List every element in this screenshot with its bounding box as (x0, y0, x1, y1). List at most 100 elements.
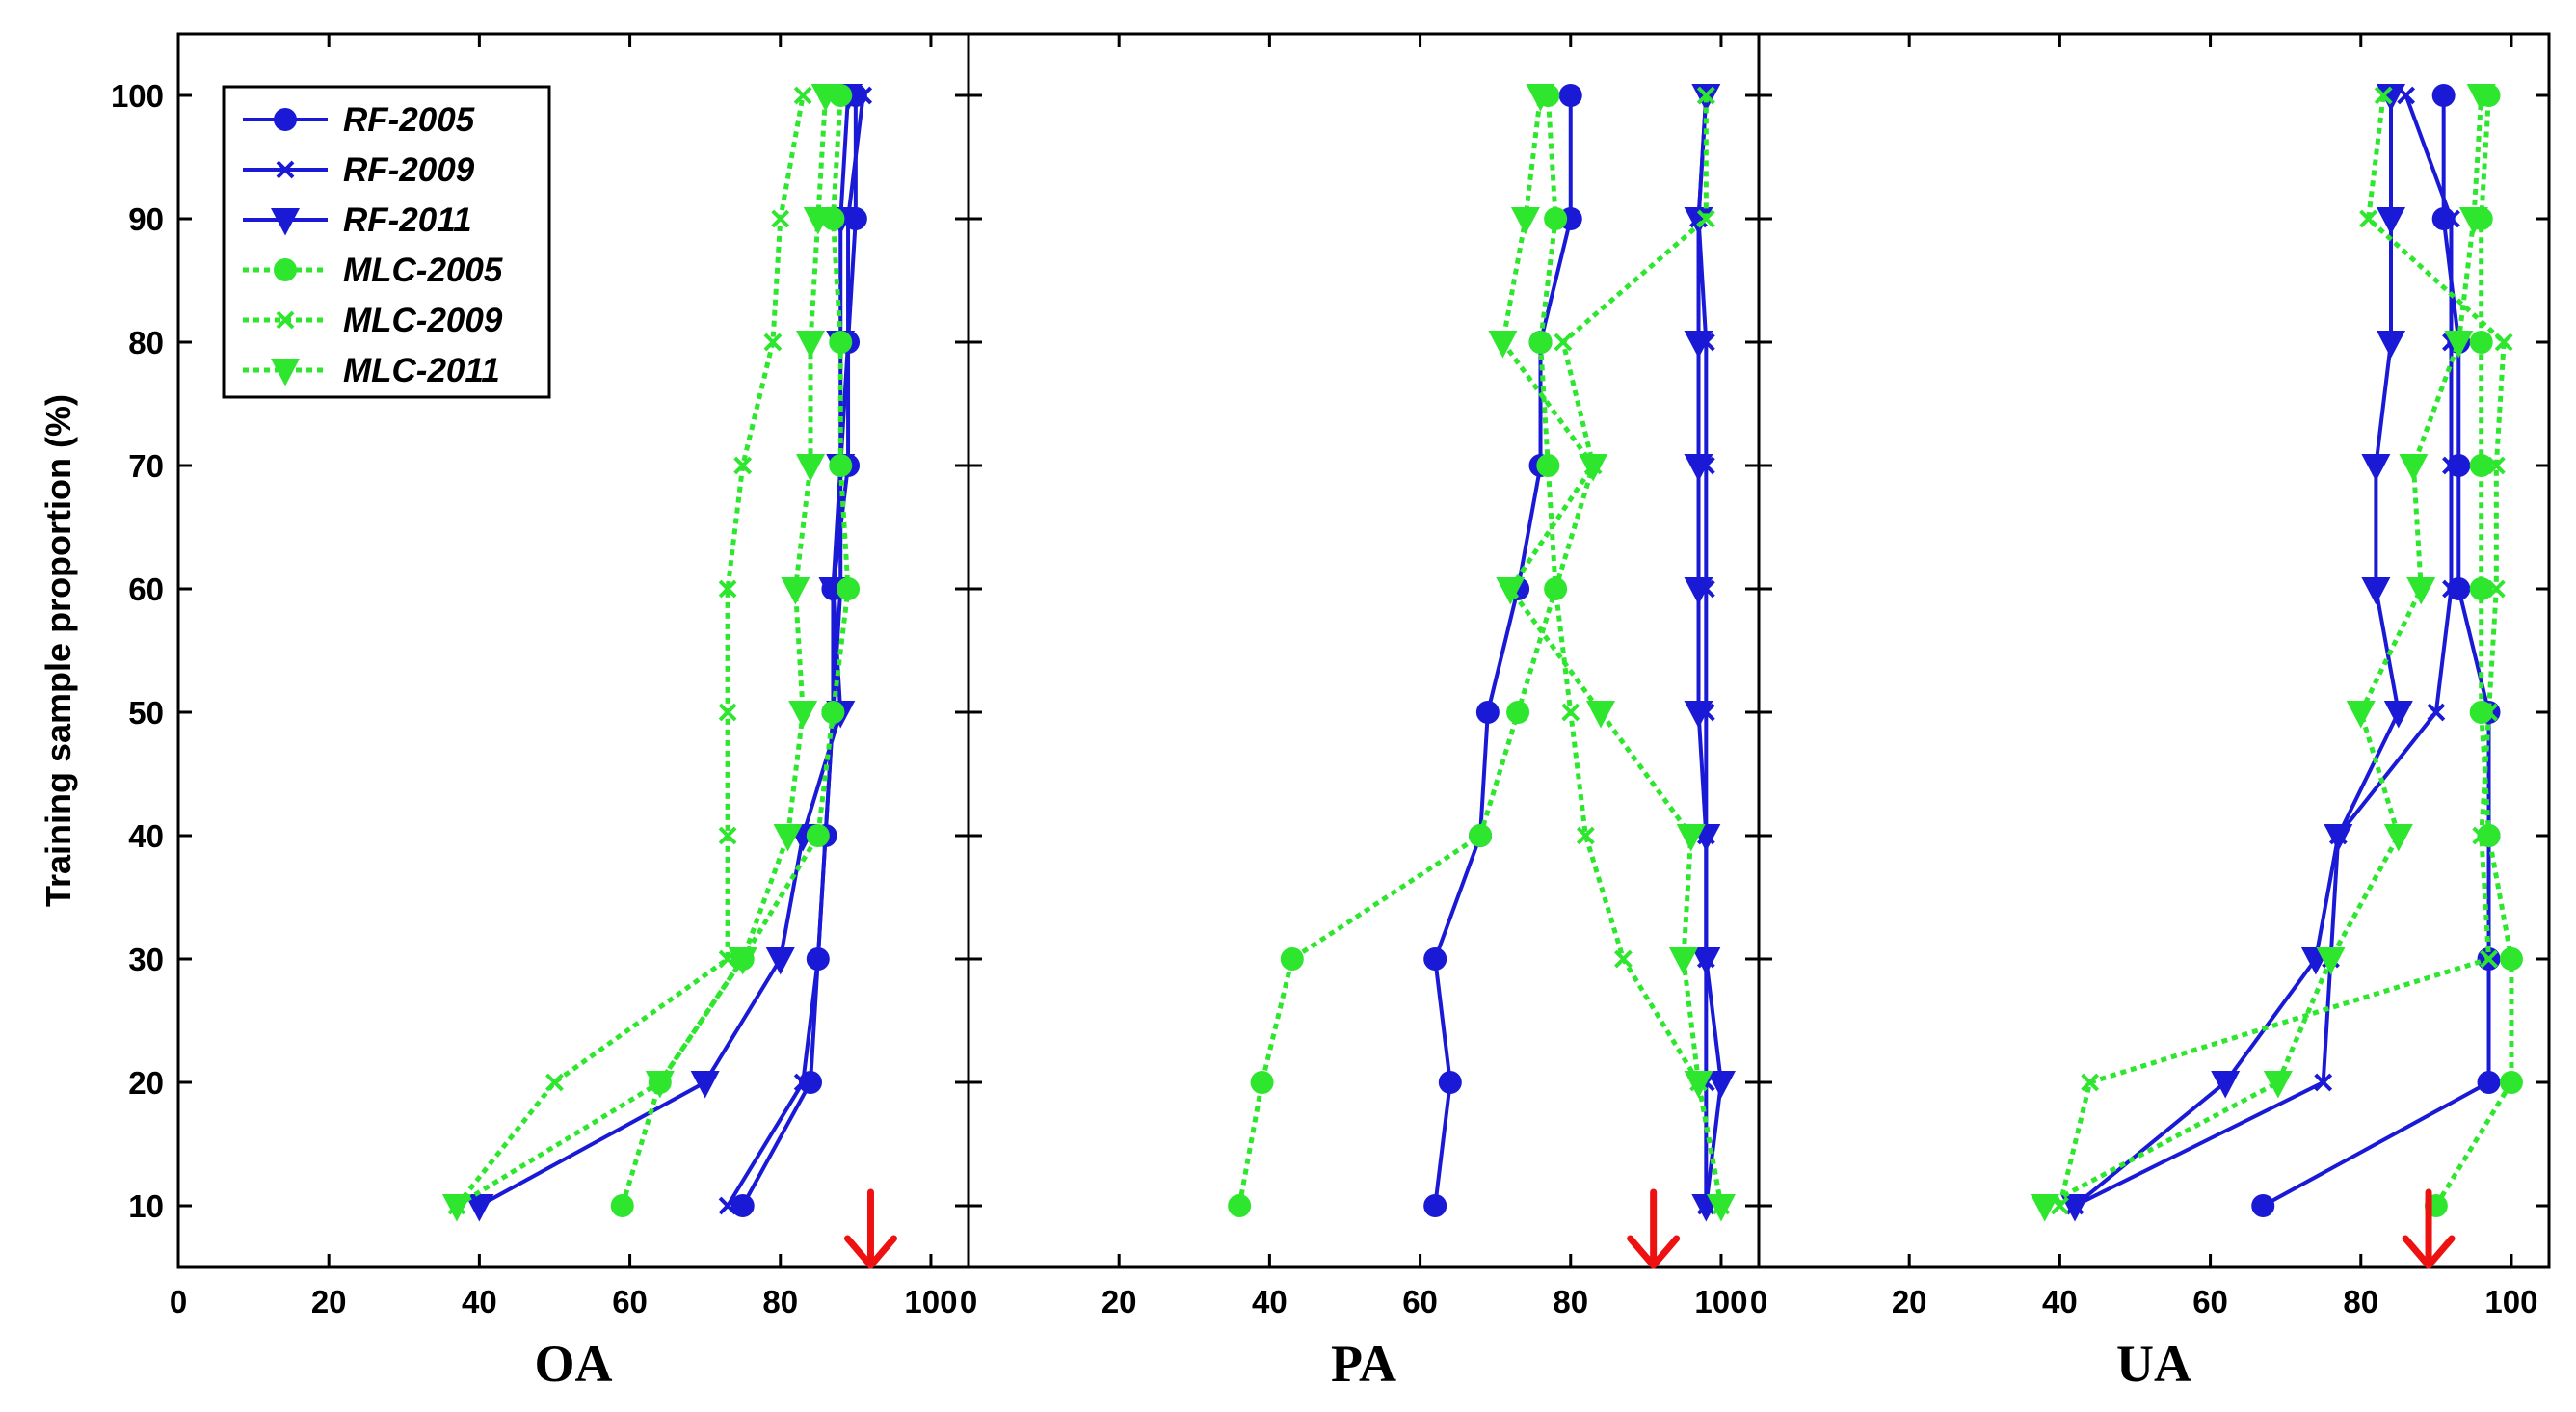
data-point-mlc-2005 (2469, 331, 2493, 354)
series-line-mlc-2011 (455, 94, 829, 1209)
data-point-mlc-2009 (793, 86, 812, 105)
data-point-rf-2009 (809, 949, 828, 969)
data-point-rf-2011 (2377, 207, 2405, 235)
data-point-rf-2011 (1684, 454, 1713, 482)
series-line-mlc-2005 (2433, 94, 2514, 1208)
x-tick-label: 0 (960, 1284, 977, 1319)
legend-entry: MLC-2011 (343, 352, 500, 389)
data-point-mlc-2011 (728, 947, 757, 975)
x-tick-label: 40 (2042, 1284, 2078, 1319)
data-point-mlc-2005 (1280, 947, 1304, 971)
data-point-mlc-2011 (2406, 577, 2436, 605)
series-line-mlc-2009 (454, 94, 806, 1208)
data-point-mlc-2009 (2472, 826, 2491, 845)
legend-entry: RF-2005 (343, 101, 475, 139)
series-line-rf-2011 (2073, 95, 2401, 1208)
data-point-mlc-2011 (1496, 577, 1526, 605)
y-tick-label: 50 (128, 695, 164, 731)
data-point-mlc-2009 (2480, 949, 2498, 969)
data-point-mlc-2009 (2081, 1073, 2100, 1092)
data-point-mlc-2005 (1528, 331, 1553, 354)
data-point-mlc-2005 (1544, 207, 1568, 230)
data-point-mlc-2011 (2444, 331, 2474, 359)
x-tick-label: 60 (612, 1284, 648, 1319)
series-line-mlc-2009 (2057, 94, 2507, 1207)
data-point-mlc-2011 (1510, 207, 1540, 235)
data-point-mlc-2009 (2494, 333, 2513, 352)
data-point-mlc-2005 (2469, 577, 2493, 600)
legend-entry: MLC-2005 (343, 252, 503, 289)
data-point-mlc-2009 (763, 333, 783, 352)
data-point-rf-2011 (690, 1071, 720, 1099)
data-point-rf-2011 (2377, 84, 2405, 112)
data-point-mlc-2009 (718, 703, 737, 722)
data-point-mlc-2011 (2316, 947, 2346, 975)
data-point-rf-2011 (2377, 331, 2405, 359)
y-tick-label: 100 (111, 78, 164, 114)
data-point-mlc-2005 (1228, 1194, 1252, 1217)
data-point-mlc-2009 (2486, 579, 2506, 599)
data-point-mlc-2011 (2030, 1194, 2059, 1222)
series-line-rf-2009 (2074, 94, 2454, 1208)
series-line-mlc-2011 (2043, 94, 2484, 1209)
x-tick-label: 0 (170, 1284, 187, 1319)
data-point-rf-2009 (2314, 1073, 2333, 1092)
x-tick-label: 20 (1102, 1284, 1137, 1319)
legend: RF-2005 RF-2009 RF-2011 MLC-2005 MLC-2009 MLC… (222, 85, 551, 399)
arrow-down-icon (1627, 1188, 1681, 1269)
series-line-rf-2005 (1433, 95, 1573, 1207)
data-point-rf-2005 (2431, 84, 2456, 107)
data-point-mlc-2005 (1536, 454, 1560, 477)
legend-entry: MLC-2009 (343, 302, 503, 339)
data-point-mlc-2011 (796, 331, 825, 359)
data-point-mlc-2009 (771, 209, 790, 228)
x-tick-label: 80 (1553, 1284, 1588, 1319)
data-point-rf-2011 (765, 947, 795, 975)
x-tick-label: 100 (2484, 1284, 2537, 1319)
data-point-mlc-2011 (2399, 454, 2429, 482)
x-tick-label: 60 (2192, 1284, 2228, 1319)
data-point-mlc-2005 (829, 454, 853, 477)
x-tick-label: 100 (904, 1284, 957, 1319)
data-point-mlc-2011 (803, 207, 833, 235)
data-point-mlc-2005 (1250, 1071, 1274, 1094)
panel-pa: 0 20 40 60 80 100 PA (960, 32, 1761, 1393)
x-tick-label: 20 (311, 1284, 347, 1319)
data-point-mlc-2005 (829, 331, 853, 354)
data-point-rf-2005 (2251, 1194, 2275, 1217)
data-point-rf-2005 (1438, 1071, 1462, 1094)
legend-marker (276, 310, 295, 330)
data-point-mlc-2011 (1668, 947, 1698, 975)
data-point-mlc-2005 (806, 824, 830, 847)
data-point-mlc-2009 (1554, 333, 1573, 352)
series-line-mlc-2005 (1236, 94, 1558, 1207)
data-point-mlc-2011 (2263, 1071, 2293, 1099)
data-point-mlc-2011 (796, 454, 825, 482)
data-point-rf-2011 (2361, 454, 2391, 482)
panel-oa: 0 20 40 60 80 100 10 20 30 40 50 60 70 80 90 100 OA (111, 32, 970, 1393)
y-tick-label: 80 (128, 325, 164, 360)
x-tick-label: 60 (1402, 1284, 1438, 1319)
data-point-mlc-2009 (2486, 456, 2506, 475)
data-point-rf-2011 (2324, 824, 2353, 852)
data-point-rf-2005 (1558, 84, 1582, 107)
legend-marker (276, 160, 295, 179)
data-point-mlc-2005 (1469, 824, 1493, 847)
data-point-rf-2005 (730, 1194, 755, 1217)
data-point-mlc-2009 (1546, 579, 1565, 599)
series-line-mlc-2009 (1553, 95, 1724, 1207)
panel-ua: 0 20 40 60 80 100 UA (1750, 32, 2551, 1393)
data-point-mlc-2005 (837, 577, 861, 600)
legend-entry: RF-2009 (343, 151, 475, 189)
data-point-mlc-2011 (2383, 824, 2413, 852)
data-point-mlc-2011 (645, 1071, 675, 1099)
data-point-mlc-2009 (1614, 949, 1633, 969)
data-point-rf-2009 (2427, 703, 2446, 722)
y-tick-label: 10 (128, 1188, 164, 1224)
x-tick-label: 80 (762, 1284, 798, 1319)
x-tick-label: 40 (462, 1284, 497, 1319)
series-line-rf-2005 (740, 95, 858, 1207)
legend-marker (271, 208, 300, 236)
data-point-mlc-2011 (1586, 701, 1615, 729)
